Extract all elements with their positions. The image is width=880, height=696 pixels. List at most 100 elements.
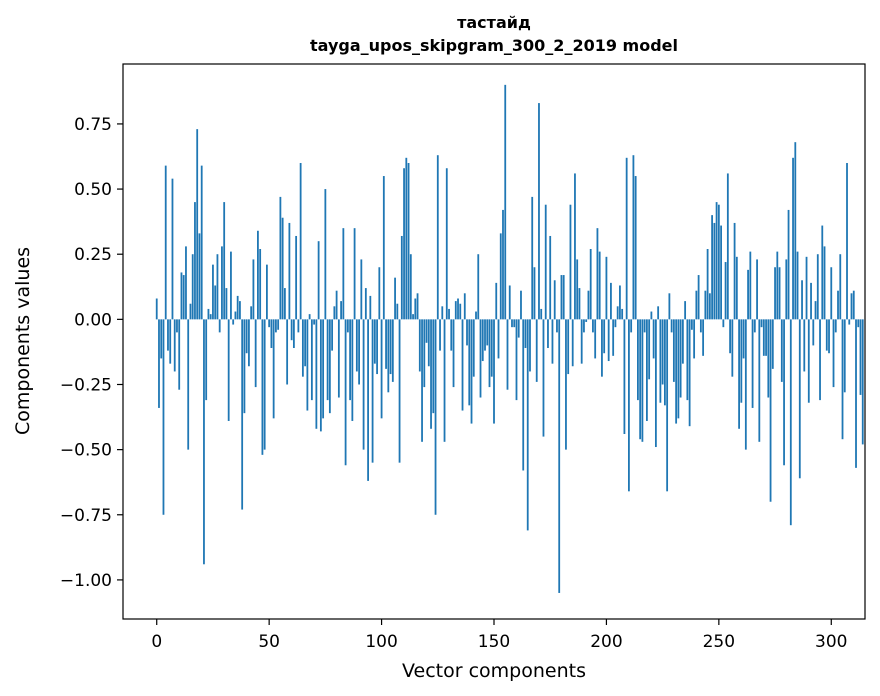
- bar: [558, 319, 561, 593]
- bar: [257, 230, 259, 320]
- bar: [391, 319, 394, 382]
- bar: [740, 319, 743, 403]
- bar: [430, 319, 432, 429]
- bar: [466, 319, 468, 346]
- bar: [396, 303, 399, 320]
- bar: [760, 319, 763, 328]
- bar: [286, 319, 289, 385]
- bar: [335, 290, 338, 320]
- bar: [385, 319, 387, 369]
- bar: [715, 202, 718, 320]
- bar: [317, 241, 320, 320]
- y-tick-label: 0.75: [74, 115, 112, 135]
- bar: [825, 319, 828, 351]
- bar: [207, 308, 210, 320]
- bar: [279, 196, 282, 320]
- bar: [360, 259, 363, 320]
- bar: [414, 298, 417, 320]
- bar: [708, 293, 711, 320]
- bar: [337, 319, 340, 398]
- bar: [452, 319, 455, 388]
- bar: [378, 267, 381, 320]
- x-tick-label: 150: [478, 632, 510, 652]
- bar: [407, 163, 410, 320]
- bar: [499, 233, 502, 320]
- bar: [342, 228, 345, 320]
- y-tick-label: −1.00: [60, 571, 112, 591]
- bar: [839, 254, 842, 320]
- bar: [463, 293, 466, 320]
- bar: [828, 319, 830, 354]
- bar: [771, 319, 774, 369]
- bar: [641, 319, 644, 442]
- bar: [765, 319, 767, 356]
- bar: [756, 259, 758, 320]
- bar: [340, 301, 342, 320]
- bar: [567, 319, 570, 375]
- bar: [389, 319, 392, 375]
- bar: [646, 319, 648, 421]
- bar: [520, 290, 522, 320]
- bar: [614, 319, 617, 328]
- bar: [538, 103, 540, 320]
- bar: [421, 319, 423, 442]
- bar: [533, 267, 536, 320]
- bar: [353, 228, 356, 320]
- bar: [191, 254, 194, 320]
- bar: [403, 168, 405, 320]
- bar: [571, 319, 574, 367]
- bar: [542, 319, 545, 437]
- bar: [605, 256, 608, 320]
- bar: [272, 319, 275, 419]
- bar: [382, 176, 385, 320]
- bar: [670, 319, 673, 333]
- bar: [515, 319, 518, 401]
- bar: [578, 288, 581, 320]
- bar: [776, 251, 779, 320]
- bar: [785, 259, 788, 320]
- bar: [495, 282, 498, 320]
- bar: [423, 319, 426, 388]
- bar: [418, 319, 421, 372]
- bar: [297, 319, 300, 333]
- bar: [562, 275, 565, 320]
- bar: [549, 235, 552, 320]
- bar: [668, 293, 671, 320]
- bar: [695, 290, 698, 320]
- bar: [621, 308, 624, 320]
- bar: [263, 319, 266, 450]
- bar: [684, 301, 687, 320]
- bar: [450, 319, 453, 351]
- bar: [236, 295, 239, 320]
- bar: [798, 319, 801, 479]
- bar: [637, 319, 639, 401]
- bar: [648, 319, 651, 380]
- bar: [250, 306, 253, 320]
- bar: [387, 319, 390, 393]
- bar: [690, 319, 693, 330]
- y-tick-label: 0.00: [74, 310, 112, 330]
- bar: [778, 267, 781, 320]
- bar: [830, 267, 833, 320]
- bar: [239, 301, 241, 320]
- bar: [326, 319, 329, 401]
- bar: [661, 319, 664, 385]
- bar: [221, 246, 223, 320]
- bar: [823, 246, 826, 320]
- bar: [472, 319, 475, 377]
- bar: [699, 319, 702, 333]
- bar: [697, 275, 700, 320]
- bar: [310, 319, 313, 401]
- bar: [486, 319, 489, 346]
- bar: [448, 308, 450, 320]
- bar: [171, 178, 174, 320]
- bar: [585, 319, 588, 322]
- bar: [502, 209, 504, 320]
- bar: [810, 282, 812, 320]
- bar: [504, 84, 507, 320]
- bar: [677, 319, 680, 419]
- bar: [583, 319, 585, 333]
- bar: [277, 319, 280, 330]
- bar: [481, 319, 484, 362]
- bar: [529, 319, 531, 372]
